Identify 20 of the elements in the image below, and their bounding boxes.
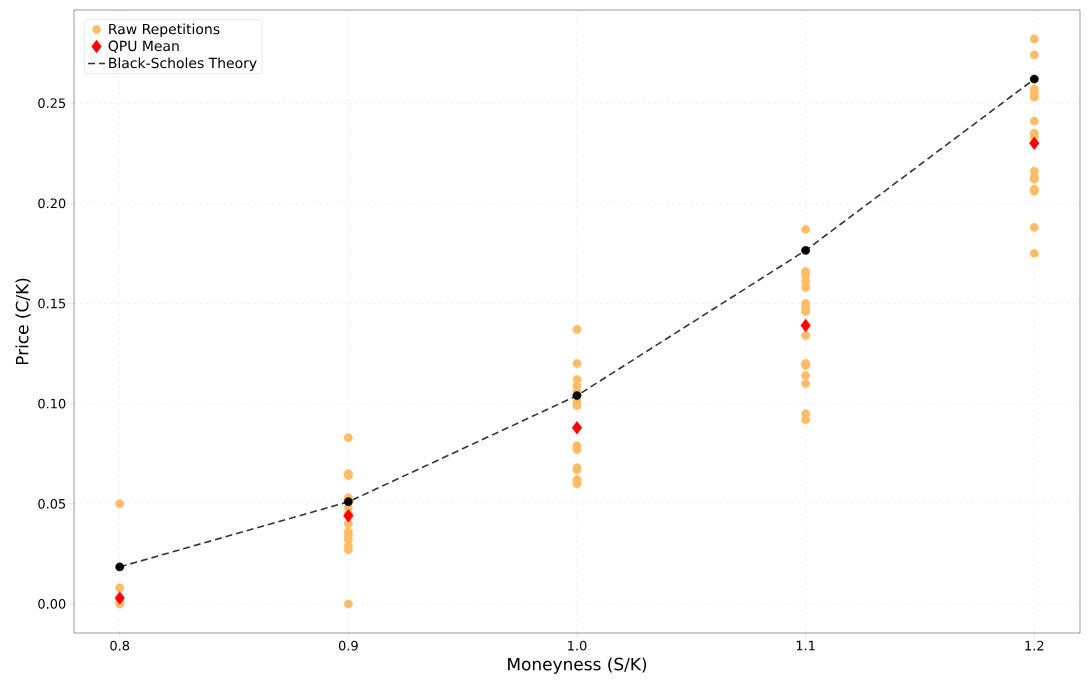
x-tick-label: 0.9 <box>338 640 358 651</box>
legend-label: QPU Mean <box>108 40 179 53</box>
y-axis-title: Price (C/K) <box>15 278 31 365</box>
x-tick-label: 1.0 <box>568 640 587 651</box>
y-tick-label: 0.00 <box>38 599 66 609</box>
x-tick-label: 0.8 <box>110 640 130 651</box>
point <box>571 420 583 435</box>
x-tick-label: 1.2 <box>1025 640 1044 651</box>
y-tick-label: 0.05 <box>38 498 66 509</box>
legend-label: Raw Repetitions <box>109 23 220 38</box>
legend-label: Black-Scholes Theory <box>109 57 257 71</box>
x-tick-label: 1.1 <box>796 640 815 651</box>
point <box>800 318 811 333</box>
x-axis-title: Moneyness (S/K) <box>508 657 647 674</box>
y-tick-label: 0.20 <box>38 198 66 209</box>
y-tick-label: 0.25 <box>38 98 66 109</box>
y-tick-label: 0.15 <box>38 298 66 309</box>
point <box>114 591 125 605</box>
point <box>343 509 354 523</box>
y-tick-label: 0.10 <box>38 398 66 409</box>
